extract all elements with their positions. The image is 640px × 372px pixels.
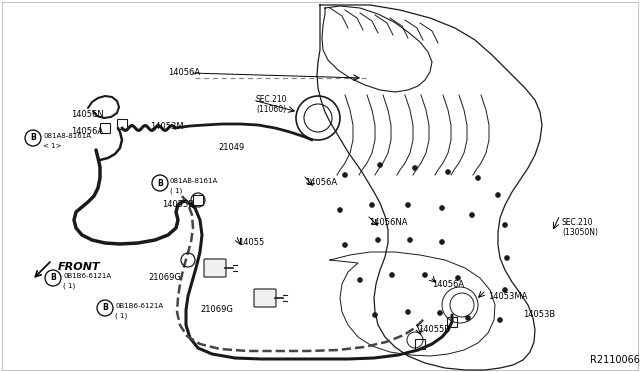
Text: SEC.210: SEC.210: [562, 218, 593, 227]
Bar: [100, 123, 110, 133]
Bar: [117, 119, 127, 129]
Text: FRONT: FRONT: [58, 262, 100, 272]
Text: 14055B: 14055B: [418, 325, 450, 334]
Circle shape: [497, 317, 502, 323]
Text: 14056A: 14056A: [168, 68, 200, 77]
Circle shape: [504, 256, 509, 260]
Text: R2110066: R2110066: [590, 355, 640, 365]
Text: < 1>: < 1>: [43, 143, 61, 149]
Text: 14056N: 14056N: [71, 110, 104, 119]
Circle shape: [470, 212, 474, 218]
Text: 14053MA: 14053MA: [488, 292, 527, 301]
Circle shape: [422, 273, 428, 278]
FancyBboxPatch shape: [254, 289, 276, 307]
Circle shape: [465, 315, 470, 321]
Circle shape: [390, 273, 394, 278]
Circle shape: [495, 192, 500, 198]
Text: SEC.210: SEC.210: [256, 95, 287, 104]
Text: 21049: 21049: [218, 143, 244, 152]
Circle shape: [369, 202, 374, 208]
Circle shape: [406, 310, 410, 314]
Circle shape: [413, 166, 417, 170]
Circle shape: [445, 170, 451, 174]
Bar: [193, 195, 203, 205]
Text: 14053B: 14053B: [523, 310, 556, 319]
Circle shape: [440, 205, 445, 211]
Circle shape: [438, 311, 442, 315]
Text: 14056A: 14056A: [71, 127, 103, 136]
Circle shape: [342, 173, 348, 177]
Circle shape: [408, 237, 413, 243]
Circle shape: [378, 163, 383, 167]
Text: 21069G: 21069G: [148, 273, 181, 282]
Text: 0B1B6-6121A: 0B1B6-6121A: [63, 273, 111, 279]
Text: 14055: 14055: [238, 238, 264, 247]
Text: 081AB-8161A: 081AB-8161A: [170, 178, 218, 184]
Circle shape: [342, 243, 348, 247]
Circle shape: [456, 276, 461, 280]
Text: B: B: [102, 304, 108, 312]
Bar: [447, 317, 457, 327]
Circle shape: [337, 208, 342, 212]
Text: 21069G: 21069G: [200, 305, 233, 314]
Text: 0B1B6-6121A: 0B1B6-6121A: [115, 303, 163, 309]
Bar: [415, 339, 425, 349]
Circle shape: [502, 222, 508, 228]
Text: (11060): (11060): [256, 105, 286, 114]
Text: 14056A: 14056A: [432, 280, 464, 289]
Text: (13050N): (13050N): [562, 228, 598, 237]
Text: 14055B: 14055B: [162, 200, 194, 209]
Circle shape: [372, 312, 378, 317]
Text: 14053M: 14053M: [150, 122, 184, 131]
Circle shape: [406, 202, 410, 208]
Circle shape: [376, 237, 381, 243]
Text: 14056NA: 14056NA: [369, 218, 408, 227]
Text: ( 1): ( 1): [63, 283, 76, 289]
Text: 081A8-8161A: 081A8-8161A: [43, 133, 91, 139]
Circle shape: [440, 240, 445, 244]
Text: ( 1): ( 1): [170, 188, 182, 194]
Circle shape: [358, 278, 362, 282]
Circle shape: [476, 176, 481, 180]
Text: B: B: [157, 179, 163, 187]
FancyBboxPatch shape: [204, 259, 226, 277]
Text: 14056A: 14056A: [305, 178, 337, 187]
Text: ( 1): ( 1): [115, 313, 127, 319]
Text: B: B: [50, 273, 56, 282]
Circle shape: [502, 288, 508, 292]
Text: B: B: [30, 134, 36, 142]
